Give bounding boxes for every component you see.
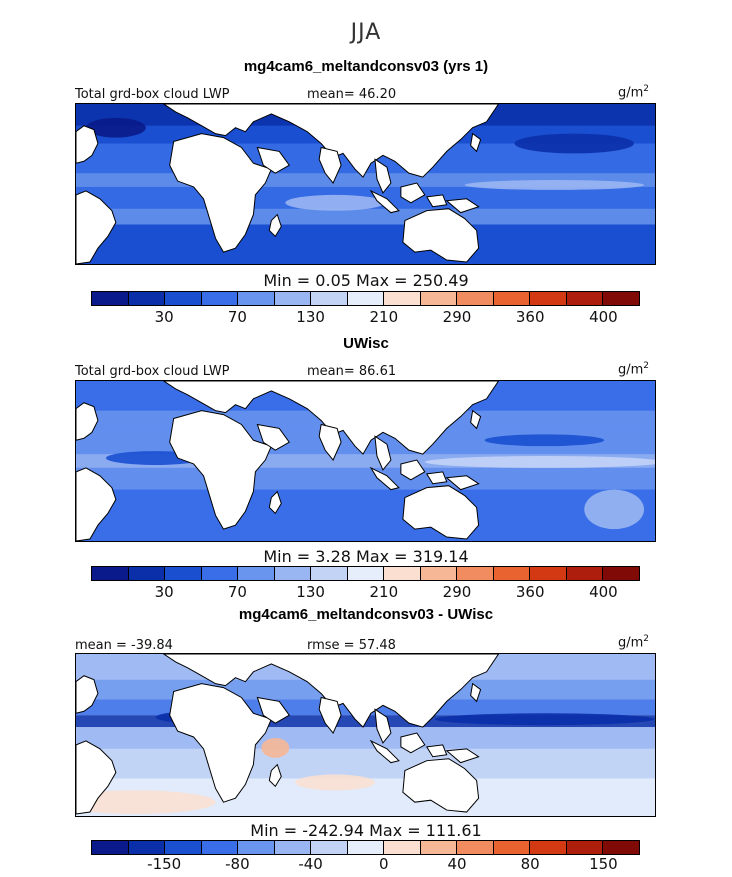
colorbar-swatch xyxy=(530,292,567,305)
colorbar-tick-label: 0 xyxy=(379,855,389,873)
colorbar-tick-label: 290 xyxy=(442,583,472,601)
colorbar-tick-label: 70 xyxy=(227,308,247,326)
colorbar-swatch xyxy=(603,567,639,580)
colorbar-swatch xyxy=(128,292,166,305)
panel-2-map xyxy=(75,380,656,542)
colorbar-swatch xyxy=(493,567,531,580)
panel-3-mean-label: mean = -39.84 xyxy=(75,638,173,653)
colorbar-swatch xyxy=(274,567,312,580)
panel-2-units: g/m2 xyxy=(618,361,650,378)
colorbar-swatch xyxy=(201,292,239,305)
colorbar-tick-label: 360 xyxy=(515,583,545,601)
colorbar-tick-label: 290 xyxy=(442,308,472,326)
colorbar-tick-label: 150 xyxy=(589,855,618,873)
colorbar-tick-label: 70 xyxy=(227,583,247,601)
panel-1-variable-label: Total grd-box cloud LWP xyxy=(75,87,230,102)
colorbar-swatch xyxy=(347,841,385,854)
colorbar-swatch xyxy=(420,292,458,305)
panel-2-colorbar xyxy=(91,566,640,581)
colorbar-swatch xyxy=(238,292,275,305)
panel-1-minmax: Min = 0.05 Max = 250.49 xyxy=(263,271,469,290)
panel-3-map-svg xyxy=(76,654,655,816)
colorbar-tick-label: -150 xyxy=(147,855,182,873)
colorbar-tick-label: 400 xyxy=(589,583,618,601)
colorbar-swatch xyxy=(311,292,348,305)
panel-3-colorbar xyxy=(91,840,640,855)
panel-3-minmax: Min = -242.94 Max = 111.61 xyxy=(250,821,482,840)
colorbar-swatch xyxy=(311,841,348,854)
colorbar-swatch xyxy=(92,841,129,854)
colorbar-swatch xyxy=(530,567,567,580)
colorbar-tick-label: 30 xyxy=(154,308,174,326)
colorbar-swatch xyxy=(566,841,604,854)
panel-2-map-svg xyxy=(76,381,655,541)
colorbar-swatch xyxy=(165,292,202,305)
panel-3-title: mg4cam6_meltandconsv03 - UWisc xyxy=(238,606,494,623)
colorbar-swatch xyxy=(311,567,348,580)
colorbar-swatch xyxy=(603,841,639,854)
colorbar-swatch xyxy=(274,292,312,305)
colorbar-swatch xyxy=(493,841,531,854)
colorbar-swatch xyxy=(566,292,604,305)
colorbar-swatch xyxy=(566,567,604,580)
panel-2-minmax: Min = 3.28 Max = 319.14 xyxy=(263,547,469,566)
colorbar-swatch xyxy=(201,567,239,580)
colorbar-swatch xyxy=(165,841,202,854)
panel-3-rmse-label: rmse = 57.48 xyxy=(307,638,396,653)
colorbar-tick-label: 130 xyxy=(296,583,325,601)
colorbar-tick-label: 400 xyxy=(589,308,618,326)
season-title: JJA xyxy=(350,20,382,45)
colorbar-tick-label: 210 xyxy=(369,308,399,326)
colorbar-swatch xyxy=(457,567,494,580)
colorbar-swatch xyxy=(347,292,385,305)
panel-2-title: UWisc xyxy=(343,335,389,352)
colorbar-swatch xyxy=(128,841,166,854)
colorbar-swatch xyxy=(530,841,567,854)
colorbar-swatch xyxy=(238,567,275,580)
panel-1-title: mg4cam6_meltandconsv03 (yrs 1) xyxy=(243,58,489,75)
colorbar-swatch xyxy=(457,841,494,854)
colorbar-swatch xyxy=(92,292,129,305)
colorbar-swatch xyxy=(238,841,275,854)
colorbar-swatch xyxy=(347,567,385,580)
panel-1-map xyxy=(75,103,656,265)
colorbar-swatch xyxy=(384,567,421,580)
colorbar-swatch xyxy=(128,567,166,580)
colorbar-tick-label: 80 xyxy=(520,855,540,873)
colorbar-swatch xyxy=(493,292,531,305)
colorbar-swatch xyxy=(384,841,421,854)
colorbar-swatch xyxy=(420,841,458,854)
panel-1-colorbar xyxy=(91,291,640,306)
panel-1-mean-label: mean= 46.20 xyxy=(307,87,397,102)
colorbar-swatch xyxy=(420,567,458,580)
panel-3-map xyxy=(75,653,656,817)
panel-2-mean-label: mean= 86.61 xyxy=(307,364,397,379)
colorbar-swatch xyxy=(457,292,494,305)
panel-3-units: g/m2 xyxy=(618,634,650,651)
colorbar-tick-label: -40 xyxy=(298,855,323,873)
colorbar-tick-label: -80 xyxy=(225,855,250,873)
colorbar-swatch xyxy=(165,567,202,580)
colorbar-swatch xyxy=(603,292,639,305)
colorbar-tick-label: 30 xyxy=(154,583,174,601)
colorbar-tick-label: 40 xyxy=(447,855,467,873)
panel-1-units: g/m2 xyxy=(618,84,650,101)
colorbar-tick-label: 360 xyxy=(515,308,545,326)
colorbar-swatch xyxy=(274,841,312,854)
colorbar-swatch xyxy=(92,567,129,580)
panel-2-variable-label: Total grd-box cloud LWP xyxy=(75,364,230,379)
colorbar-swatch xyxy=(384,292,421,305)
colorbar-tick-label: 210 xyxy=(369,583,399,601)
colorbar-tick-label: 130 xyxy=(296,308,325,326)
panel-1-map-svg xyxy=(76,104,655,264)
colorbar-swatch xyxy=(201,841,239,854)
